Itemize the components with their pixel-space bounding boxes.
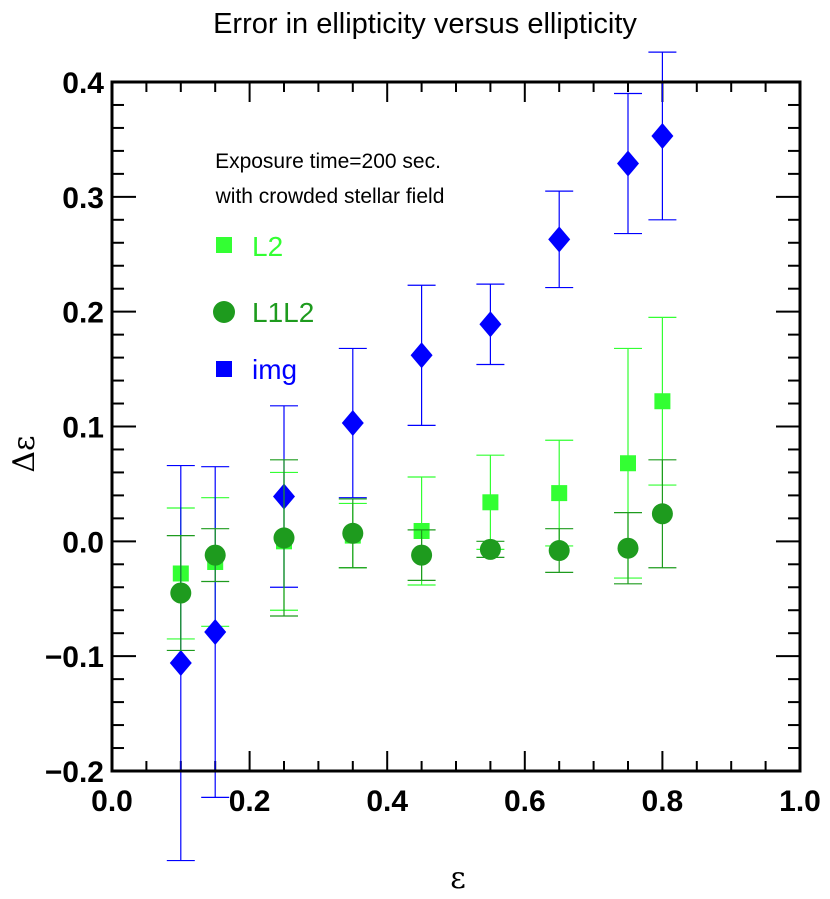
- x-axis-label: ε: [450, 861, 466, 896]
- l1l2-point: [548, 540, 570, 562]
- y-tick-label: −0.2: [45, 756, 104, 789]
- legend-l1l2-marker: [213, 301, 235, 323]
- y-tick-label: 0.4: [62, 67, 104, 100]
- legend-l2-label: L2: [252, 231, 283, 262]
- l2-point: [620, 455, 636, 472]
- l1l2-point: [651, 503, 673, 525]
- legend-l2-marker: [216, 237, 232, 253]
- img-point: [169, 650, 192, 677]
- l1l2-point: [204, 544, 226, 566]
- img-point: [410, 342, 433, 369]
- img-point: [479, 311, 502, 338]
- chart-title: Error in ellipticity versus ellipticity: [213, 8, 637, 40]
- l1l2-point: [170, 582, 192, 604]
- y-tick-label: −0.1: [45, 641, 104, 674]
- y-tick-label: 0.0: [62, 526, 104, 559]
- plot-frame: [110, 80, 802, 773]
- x-tick-label: 0.6: [504, 785, 546, 818]
- img-point: [548, 226, 571, 253]
- y-axis-label: Δε: [7, 435, 42, 472]
- l2-point: [551, 485, 568, 502]
- l2-point: [482, 494, 499, 511]
- y-tick-label: 0.3: [62, 182, 104, 215]
- x-tick-label: 0.8: [642, 785, 684, 818]
- l1l2-point: [617, 537, 639, 559]
- l1l2-point: [479, 538, 501, 560]
- legend-l1l2-label: L1L2: [252, 297, 314, 328]
- series-img: [166, 51, 677, 862]
- l2-point: [654, 393, 671, 410]
- x-tick-label: 0.4: [366, 785, 408, 818]
- img-point: [651, 122, 674, 149]
- y-tick-label: 0.2: [62, 297, 104, 330]
- annotation-line-2: with crowded stellar field: [215, 185, 445, 208]
- img-point: [341, 410, 364, 437]
- l1l2-point: [411, 544, 433, 566]
- legend-img-label: img: [252, 354, 297, 385]
- img-point: [204, 619, 227, 646]
- img-point: [617, 150, 639, 177]
- annotation-line-1: Exposure time=200 sec.: [215, 150, 441, 173]
- series-l1l2: [166, 459, 677, 652]
- l1l2-point: [342, 522, 364, 544]
- x-tick-label: 0.0: [91, 785, 133, 818]
- l1l2-point: [273, 527, 295, 549]
- legend-img-marker: [216, 361, 232, 377]
- x-tick-label: 0.2: [229, 785, 271, 818]
- y-tick-label: 0.1: [62, 412, 104, 445]
- x-tick-label: 1.0: [779, 785, 821, 818]
